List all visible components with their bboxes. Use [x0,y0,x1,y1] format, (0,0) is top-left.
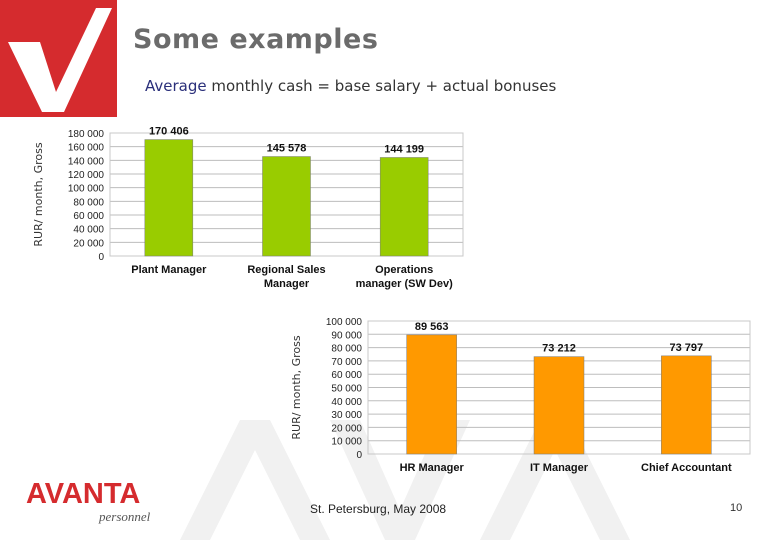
brand-logo-box [0,0,117,117]
bar-data-label: 73 797 [670,342,704,354]
subtitle-accent: Average [145,77,207,95]
x-category-label: Operations [375,264,433,276]
y-tick-label: 180 000 [68,129,105,140]
y-tick-label: 80 000 [331,344,362,355]
y-axis-label: RUR/ month, Gross [290,335,303,440]
y-tick-label: 10 000 [331,437,362,448]
subtitle-rest: monthly cash = base salary + actual bonu… [206,77,557,95]
chart-orange: RUR/ month, Gross 0 10 000 20 000 30 000 40 0… [288,316,763,481]
bar-data-label: 144 199 [384,143,424,155]
y-tick-label: 80 000 [73,197,104,208]
y-tick-label: 20 000 [73,238,104,249]
chart-green: RUR/ month, Gross 0 20 000 40 000 60 000 80 0… [30,126,470,298]
slide-subtitle: Average monthly cash = base salary + act… [145,77,556,95]
slide-title: Some examples [133,24,379,55]
y-tick-label: 30 000 [331,410,362,421]
y-tick-label: 0 [98,252,104,263]
bar [661,355,712,455]
x-category-label: HR Manager [400,462,465,474]
y-tick-label: 60 000 [331,370,362,381]
y-tick-label: 50 000 [331,384,362,395]
footer-location-date: St. Petersburg, May 2008 [310,502,447,516]
y-tick-label: 140 000 [68,156,105,167]
y-tick-label: 0 [356,450,362,461]
bar [406,334,457,455]
x-category-label: IT Manager [530,462,589,474]
y-axis-label: RUR/ month, Gross [32,142,45,247]
page-number: 10 [730,502,743,514]
checkmark-icon [8,8,112,112]
bar-data-label: 170 406 [149,126,189,138]
bar-data-label: 73 212 [542,343,576,355]
y-tick-label: 40 000 [73,225,104,236]
x-category-label: Manager [264,278,310,290]
y-tick-label: 100 000 [326,317,363,328]
y-tick-label: 60 000 [73,211,104,222]
bar-data-label: 145 578 [267,143,307,155]
y-tick-label: 160 000 [68,143,105,154]
y-tick-label: 70 000 [331,357,362,368]
x-category-label: Chief Accountant [641,462,732,474]
x-category-label: Plant Manager [131,264,207,276]
bar [379,157,429,257]
bar [533,356,585,455]
bar [144,139,194,257]
y-tick-label: 20 000 [331,423,362,434]
avanta-logo-word: AVANTA [26,478,141,510]
x-category-label: manager (SW Dev) [356,278,454,290]
bar [262,156,311,257]
y-tick-label: 120 000 [68,170,105,181]
chart-green-svg: RUR/ month, Gross 0 20 000 40 000 60 000 80 0… [32,126,464,290]
avanta-logo-sub: personnel [99,509,151,524]
bar-data-label: 89 563 [415,321,449,333]
x-category-label: Regional Sales [247,264,325,276]
chart-orange-svg: RUR/ month, Gross 0 10 000 20 000 30 000 40 0… [290,317,751,474]
y-tick-label: 90 000 [331,330,362,341]
y-tick-label: 40 000 [331,397,362,408]
y-tick-label: 100 000 [68,184,105,195]
